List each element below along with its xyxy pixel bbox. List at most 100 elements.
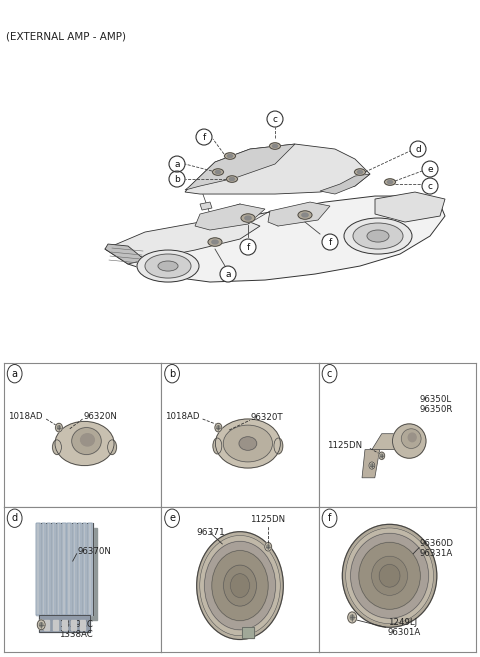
Ellipse shape xyxy=(241,214,255,222)
Text: e: e xyxy=(427,164,433,173)
Circle shape xyxy=(212,551,268,621)
Ellipse shape xyxy=(302,213,308,217)
Text: 1339CC: 1339CC xyxy=(59,620,93,629)
Text: b: b xyxy=(174,175,180,183)
Polygon shape xyxy=(185,144,370,194)
Ellipse shape xyxy=(208,238,222,246)
Circle shape xyxy=(410,141,426,157)
Ellipse shape xyxy=(358,171,362,173)
Circle shape xyxy=(204,541,276,630)
Circle shape xyxy=(380,454,383,457)
Text: b: b xyxy=(169,369,175,378)
Text: c: c xyxy=(273,114,277,124)
Circle shape xyxy=(37,620,45,629)
Circle shape xyxy=(217,426,220,430)
Ellipse shape xyxy=(145,254,191,278)
Polygon shape xyxy=(185,144,295,190)
Ellipse shape xyxy=(137,250,199,282)
Bar xyxy=(47,523,50,615)
Circle shape xyxy=(264,543,272,551)
Polygon shape xyxy=(105,218,260,258)
Bar xyxy=(62,523,66,615)
Text: e: e xyxy=(169,513,175,523)
Ellipse shape xyxy=(384,179,396,185)
Polygon shape xyxy=(105,244,145,264)
Bar xyxy=(78,523,81,615)
Circle shape xyxy=(230,574,250,597)
Bar xyxy=(36,523,40,615)
Text: 1125DN: 1125DN xyxy=(326,442,362,451)
Ellipse shape xyxy=(212,240,218,244)
Bar xyxy=(62,523,66,615)
Text: 96370N: 96370N xyxy=(78,547,111,556)
Circle shape xyxy=(165,509,180,528)
Text: c: c xyxy=(327,369,332,378)
Circle shape xyxy=(169,171,185,187)
Circle shape xyxy=(56,423,62,432)
Bar xyxy=(44,620,49,629)
Circle shape xyxy=(267,111,283,127)
Circle shape xyxy=(197,532,283,639)
Circle shape xyxy=(371,464,373,467)
Polygon shape xyxy=(362,449,380,478)
Text: 96301A: 96301A xyxy=(388,627,421,637)
Bar xyxy=(52,523,55,615)
Ellipse shape xyxy=(342,524,437,627)
Circle shape xyxy=(58,426,60,430)
Bar xyxy=(57,523,60,615)
Ellipse shape xyxy=(245,216,251,220)
Bar xyxy=(39,615,90,632)
Text: 96320N: 96320N xyxy=(84,412,118,421)
Text: 96371: 96371 xyxy=(197,528,226,537)
Text: 96350R: 96350R xyxy=(419,405,453,414)
Ellipse shape xyxy=(344,218,412,254)
Ellipse shape xyxy=(408,433,416,442)
Ellipse shape xyxy=(228,154,232,158)
Ellipse shape xyxy=(223,425,273,462)
Ellipse shape xyxy=(367,230,389,242)
Bar xyxy=(52,523,55,615)
Text: d: d xyxy=(415,145,421,154)
Ellipse shape xyxy=(216,171,220,173)
Ellipse shape xyxy=(239,437,257,450)
Ellipse shape xyxy=(158,261,178,271)
Bar xyxy=(83,523,86,615)
Text: a: a xyxy=(174,160,180,169)
Bar xyxy=(36,523,40,615)
Bar xyxy=(68,523,71,615)
Polygon shape xyxy=(375,192,445,222)
Ellipse shape xyxy=(108,440,117,455)
Text: 1018AD: 1018AD xyxy=(165,412,200,421)
Bar xyxy=(57,523,60,615)
Text: 1338AC: 1338AC xyxy=(59,630,93,639)
Ellipse shape xyxy=(273,145,277,148)
Circle shape xyxy=(379,452,384,459)
Ellipse shape xyxy=(379,564,400,587)
Circle shape xyxy=(196,129,212,145)
Bar xyxy=(80,620,84,629)
Bar xyxy=(39,615,90,632)
Circle shape xyxy=(322,234,338,250)
Ellipse shape xyxy=(227,176,238,182)
Polygon shape xyxy=(200,202,212,210)
Ellipse shape xyxy=(55,421,114,466)
Ellipse shape xyxy=(401,429,421,449)
Bar xyxy=(242,627,254,638)
Circle shape xyxy=(350,615,354,620)
Circle shape xyxy=(266,545,270,549)
Circle shape xyxy=(422,161,438,177)
Bar xyxy=(83,523,86,615)
Bar xyxy=(53,620,58,629)
Text: f: f xyxy=(203,133,205,141)
Bar xyxy=(41,523,45,615)
Bar xyxy=(72,523,76,615)
Ellipse shape xyxy=(52,440,61,455)
Bar xyxy=(72,523,76,615)
Circle shape xyxy=(169,156,185,172)
Ellipse shape xyxy=(229,177,235,181)
Circle shape xyxy=(220,266,236,282)
Text: a: a xyxy=(12,369,18,378)
Circle shape xyxy=(240,239,256,255)
Bar xyxy=(40,528,97,620)
Circle shape xyxy=(369,462,375,469)
